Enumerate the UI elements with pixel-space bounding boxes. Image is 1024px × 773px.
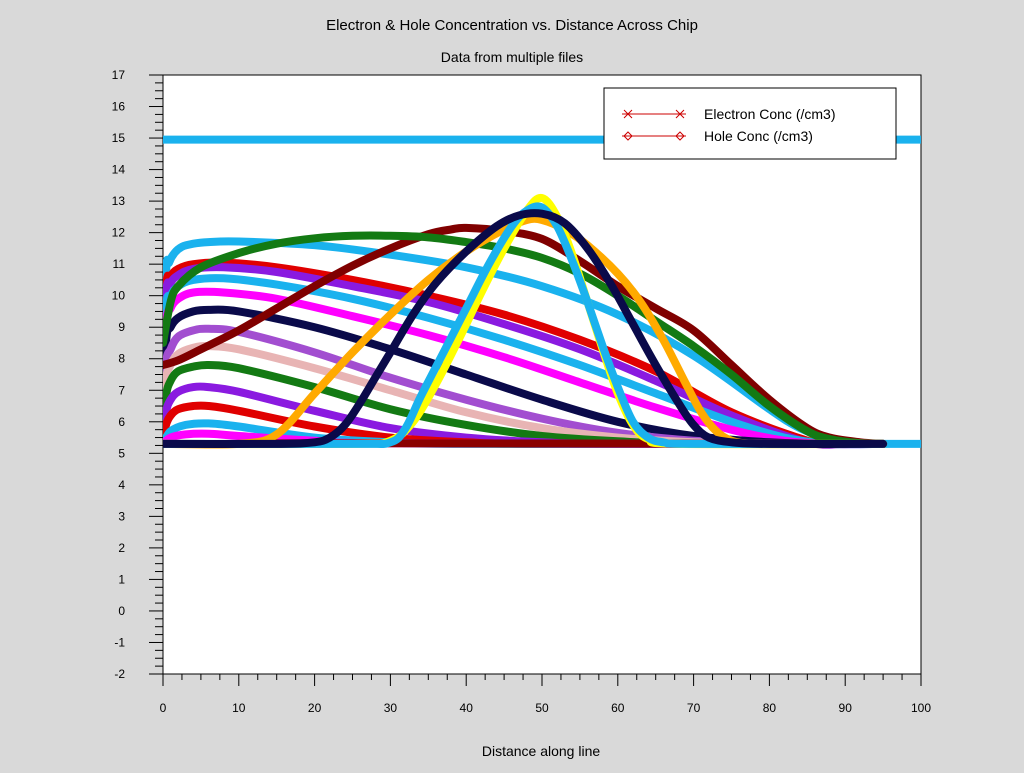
x-tick-label: 80 bbox=[763, 701, 777, 715]
x-tick-label: 20 bbox=[308, 701, 322, 715]
x-tick-label: 50 bbox=[535, 701, 549, 715]
series-line-20 bbox=[163, 202, 888, 448]
y-tick-label: 14 bbox=[112, 163, 126, 177]
x-axis-label: Distance along line bbox=[482, 743, 601, 759]
y-tick-label: 2 bbox=[118, 541, 125, 555]
x-tick-label: 70 bbox=[687, 701, 701, 715]
chart-subtitle: Data from multiple files bbox=[441, 49, 583, 65]
y-tick-label: 6 bbox=[118, 415, 125, 429]
chart-title: Electron & Hole Concentration vs. Distan… bbox=[326, 17, 698, 34]
y-tick-label: 9 bbox=[118, 320, 125, 334]
y-tick-label: 16 bbox=[112, 100, 126, 114]
legend-marker-diamond bbox=[623, 131, 633, 141]
legend-label-1: Electron Conc (/cm3) bbox=[704, 106, 835, 122]
legend: Electron Conc (/cm3) Hole Conc (/cm3) bbox=[603, 87, 897, 160]
y-tick-label: 13 bbox=[112, 194, 126, 208]
legend-marker-diamond bbox=[675, 131, 685, 141]
series-line-4 bbox=[163, 263, 888, 449]
y-tick-label: 10 bbox=[112, 289, 126, 303]
y-tick-label: 12 bbox=[112, 226, 126, 240]
y-tick-label: -1 bbox=[114, 635, 125, 649]
y-tick-label: 3 bbox=[118, 509, 125, 523]
y-tick-label: -2 bbox=[114, 667, 125, 681]
legend-box bbox=[603, 87, 897, 160]
y-tick-label: 0 bbox=[118, 604, 125, 618]
legend-marker-x bbox=[675, 109, 685, 119]
legend-marker-x bbox=[623, 109, 633, 119]
x-tick-label: 0 bbox=[160, 701, 167, 715]
x-tick-label: 60 bbox=[611, 701, 625, 715]
y-tick-label: 17 bbox=[112, 68, 126, 82]
x-tick-label: 90 bbox=[839, 701, 853, 715]
y-tick-label: 11 bbox=[113, 257, 126, 271]
x-tick-label: 40 bbox=[460, 701, 474, 715]
y-tick-label: 1 bbox=[118, 572, 125, 586]
y-tick-label: 8 bbox=[118, 352, 125, 366]
x-tick-label: 30 bbox=[384, 701, 398, 715]
x-tick-label: 100 bbox=[911, 701, 931, 715]
x-tick-label: 10 bbox=[232, 701, 246, 715]
y-tick-label: 5 bbox=[118, 446, 125, 460]
series-line-21 bbox=[163, 209, 888, 448]
y-tick-label: 15 bbox=[112, 131, 126, 145]
y-tick-label: 7 bbox=[118, 383, 125, 397]
y-tick-label: 4 bbox=[118, 478, 125, 492]
legend-label-2: Hole Conc (/cm3) bbox=[704, 128, 813, 144]
plot-area bbox=[162, 74, 922, 675]
